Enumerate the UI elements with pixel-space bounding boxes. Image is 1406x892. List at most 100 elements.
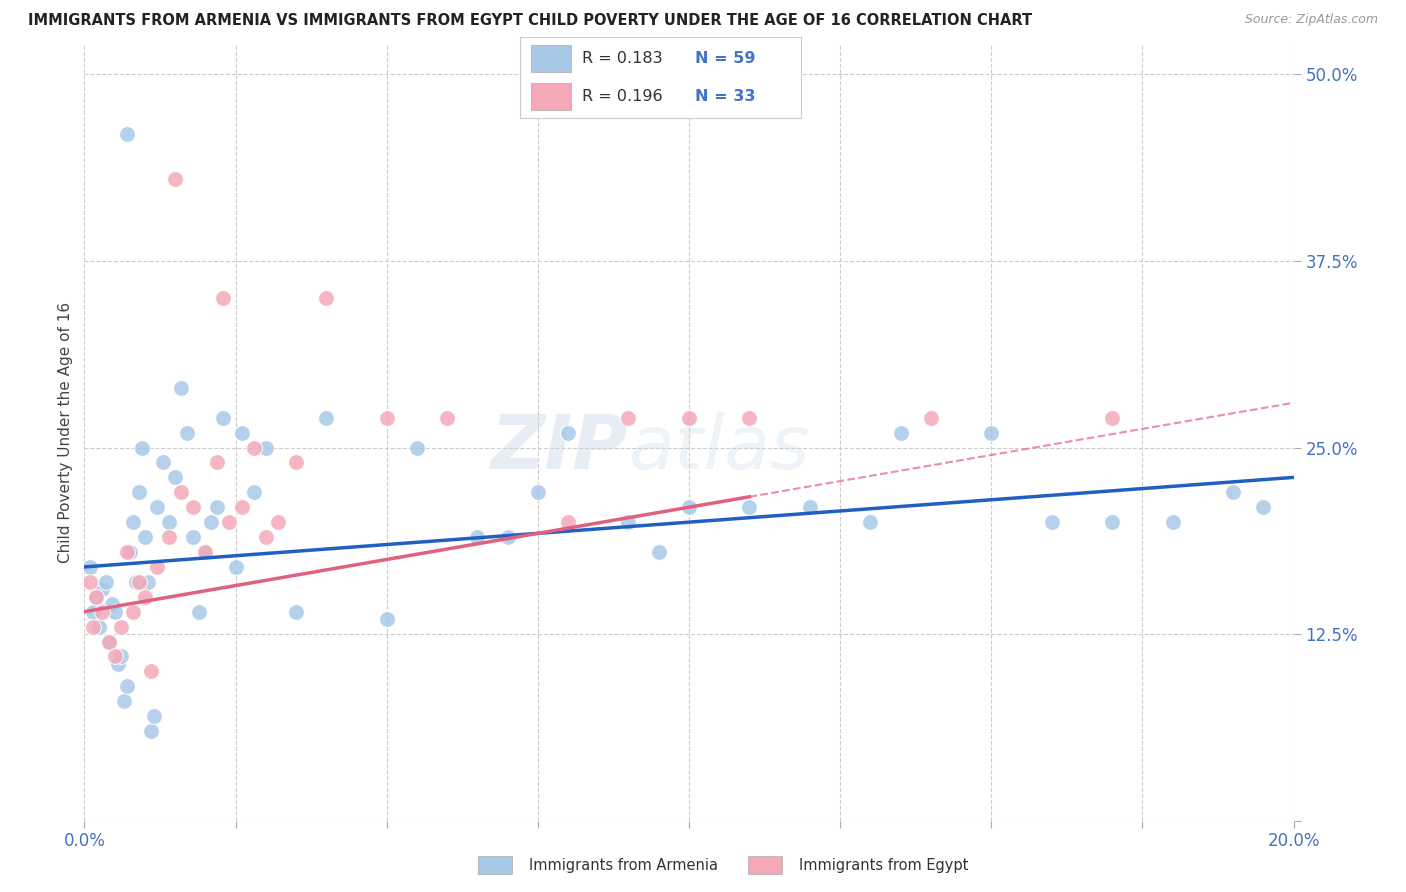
Point <box>1101 410 1123 425</box>
Point <box>91 605 114 619</box>
Point <box>142 709 165 723</box>
Point <box>139 665 162 679</box>
Point <box>207 455 229 469</box>
Point <box>648 545 671 559</box>
Point <box>859 515 882 529</box>
Point <box>170 381 193 395</box>
Point <box>118 545 141 559</box>
Point <box>315 291 337 305</box>
Point <box>131 441 153 455</box>
Point <box>1253 500 1275 515</box>
Point <box>157 515 180 529</box>
Point <box>134 590 156 604</box>
Point <box>194 545 217 559</box>
Point <box>115 679 138 693</box>
Point <box>200 515 222 529</box>
Point <box>110 619 132 633</box>
Point <box>134 530 156 544</box>
Point <box>194 545 217 559</box>
Point <box>115 545 138 559</box>
Point <box>82 619 104 633</box>
FancyBboxPatch shape <box>531 45 571 72</box>
Point <box>920 410 942 425</box>
Point <box>1161 515 1184 529</box>
Point <box>104 649 127 664</box>
Point <box>285 455 308 469</box>
Point <box>100 597 122 611</box>
Point <box>94 574 117 589</box>
Point <box>254 530 277 544</box>
Point <box>121 605 143 619</box>
Point <box>104 605 127 619</box>
Point <box>231 500 253 515</box>
Point <box>139 724 162 739</box>
Point <box>1101 515 1123 529</box>
Text: atlas: atlas <box>628 412 810 484</box>
Point <box>315 410 337 425</box>
Text: Source: ZipAtlas.com: Source: ZipAtlas.com <box>1244 13 1378 27</box>
Point <box>617 515 640 529</box>
Point <box>254 441 277 455</box>
Point <box>285 605 308 619</box>
Point <box>146 560 169 574</box>
Point <box>128 485 150 500</box>
Text: N = 33: N = 33 <box>695 88 755 103</box>
Point <box>267 515 290 529</box>
Text: ZIP: ZIP <box>491 411 628 484</box>
Point <box>406 441 429 455</box>
Point <box>157 530 180 544</box>
Point <box>207 500 229 515</box>
Point <box>799 500 821 515</box>
Text: R = 0.196: R = 0.196 <box>582 88 662 103</box>
Point <box>82 605 104 619</box>
Point <box>121 515 143 529</box>
Point <box>218 515 240 529</box>
Point <box>225 560 247 574</box>
FancyBboxPatch shape <box>748 856 782 874</box>
Point <box>97 634 120 648</box>
Point <box>1040 515 1063 529</box>
Point <box>436 410 458 425</box>
Point <box>125 574 148 589</box>
Point <box>165 470 187 484</box>
Point <box>375 612 398 626</box>
Point <box>188 605 211 619</box>
Point <box>617 410 640 425</box>
Point <box>112 694 135 708</box>
Point <box>181 500 204 515</box>
Point <box>128 574 150 589</box>
Point <box>467 530 489 544</box>
Point <box>89 619 111 633</box>
Text: IMMIGRANTS FROM ARMENIA VS IMMIGRANTS FROM EGYPT CHILD POVERTY UNDER THE AGE OF : IMMIGRANTS FROM ARMENIA VS IMMIGRANTS FR… <box>28 13 1032 29</box>
FancyBboxPatch shape <box>531 83 571 110</box>
Point <box>890 425 912 440</box>
Text: N = 59: N = 59 <box>695 51 755 66</box>
Point <box>678 500 700 515</box>
Point <box>496 530 519 544</box>
Point <box>107 657 129 671</box>
Point <box>86 590 108 604</box>
Point <box>738 410 761 425</box>
Point <box>79 560 101 574</box>
Point <box>980 425 1002 440</box>
Point <box>152 455 174 469</box>
Point <box>170 485 193 500</box>
FancyBboxPatch shape <box>478 856 512 874</box>
Point <box>146 500 169 515</box>
Point <box>79 574 101 589</box>
Point <box>91 582 114 597</box>
Point <box>1222 485 1244 500</box>
Point <box>86 590 108 604</box>
Point <box>136 574 159 589</box>
Point <box>115 127 138 141</box>
Point <box>527 485 550 500</box>
Point <box>242 441 264 455</box>
Point <box>242 485 264 500</box>
Point <box>212 291 235 305</box>
Point <box>375 410 398 425</box>
Point <box>97 634 120 648</box>
Y-axis label: Child Poverty Under the Age of 16: Child Poverty Under the Age of 16 <box>58 302 73 563</box>
Point <box>738 500 761 515</box>
Text: Immigrants from Armenia: Immigrants from Armenia <box>529 858 717 872</box>
Point <box>176 425 198 440</box>
